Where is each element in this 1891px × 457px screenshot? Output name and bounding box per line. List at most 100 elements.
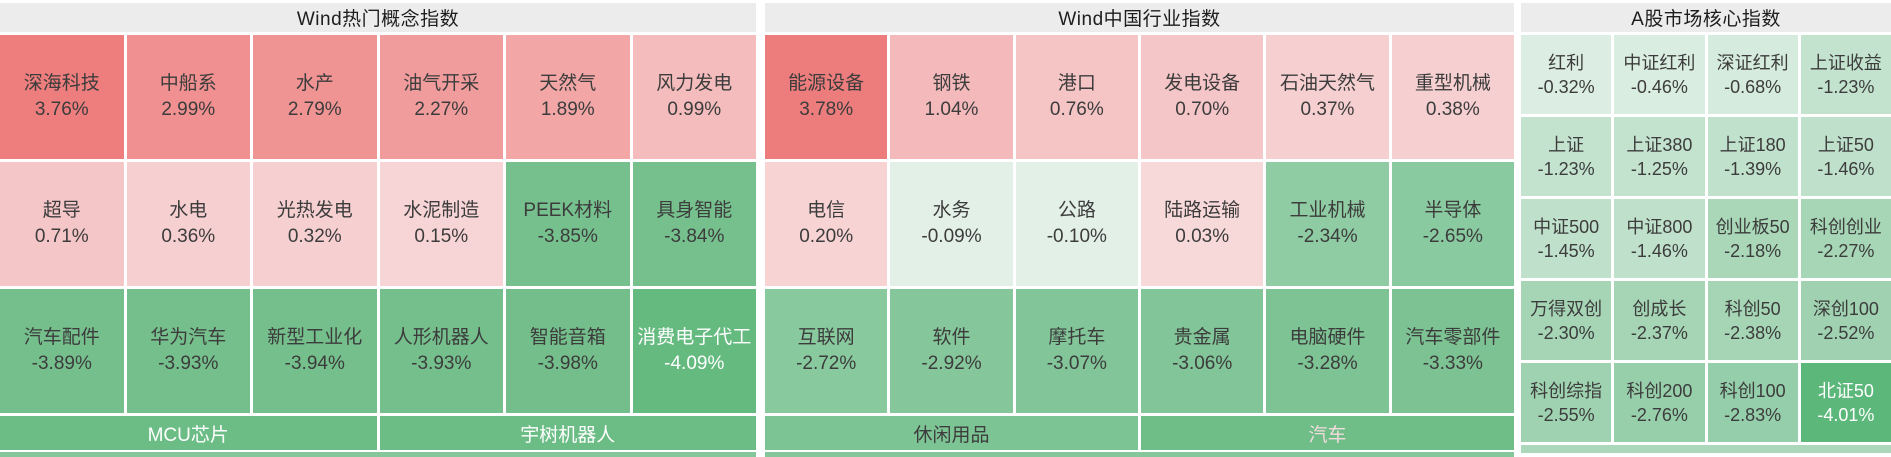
cell-name: 人形机器人 [393,327,489,348]
heatmap-cell[interactable]: 软件 -2.92% [890,289,1013,413]
footer-sector-cell[interactable]: 休闲用品 [765,416,1138,450]
heatmap-cell[interactable]: 半导体 -2.65% [1391,162,1514,286]
heatmap-cell[interactable]: 上证180 -1.39% [1707,117,1798,196]
cell-name: 深创100 [1812,298,1879,319]
heatmap-cell[interactable]: 科创200 -2.76% [1614,363,1705,442]
cell-value: -3.89% [31,353,92,374]
heatmap-cell[interactable]: 上证收益 -1.23% [1800,35,1891,114]
cell-name: 上证380 [1626,134,1693,155]
heatmap-cell[interactable]: 水务 -0.09% [890,162,1013,286]
heatmap-cell[interactable]: 超导 0.71% [0,162,124,286]
cell-name: 华为汽车 [150,327,227,348]
heatmap-cell[interactable]: 电脑硬件 -3.28% [1266,289,1389,413]
heatmap-cell[interactable]: 科创综指 -2.55% [1521,363,1612,442]
heatmap-cell[interactable]: 贵金属 -3.06% [1141,289,1264,413]
heatmap-cell[interactable]: 风力发电 0.99% [632,35,756,159]
heatmap-cell[interactable]: 中证800 -1.46% [1614,199,1705,278]
footer-sector-cell[interactable]: 汽车 [1141,416,1514,450]
heatmap-cell[interactable]: 科创创业 -2.27% [1800,199,1891,278]
cell-name: 中证红利 [1623,52,1696,73]
heatmap-cell[interactable]: 创成长 -2.37% [1614,281,1705,360]
heatmap-cell[interactable]: 深海科技 3.76% [0,35,124,159]
heatmap-cell[interactable]: 中证500 -1.45% [1521,199,1612,278]
heatmap-cell[interactable]: 油气开采 2.27% [379,35,503,159]
cell-name: 摩托车 [1048,327,1106,348]
heatmap-cell[interactable]: 电信 0.20% [765,162,888,286]
heatmap-cell[interactable]: 人形机器人 -3.93% [379,289,503,413]
cell-value: -1.23% [1537,158,1595,179]
cell-name: 智能音箱 [529,327,606,348]
cell-name: 油气开采 [403,73,480,94]
cell-name: 风力发电 [656,73,733,94]
cell-name: 电脑硬件 [1289,327,1366,348]
cell-name: 互联网 [797,327,855,348]
heatmap-cell[interactable]: 水产 2.79% [253,35,377,159]
heatmap-cell[interactable]: 智能音箱 -3.98% [506,289,630,413]
footer-sector-cell[interactable]: 宇树机器人 [379,416,756,450]
cell-name: 公路 [1057,200,1096,221]
cell-value: -2.65% [1422,226,1483,247]
footer-sector-cell[interactable]: MCU芯片 [0,416,377,450]
heatmap-cell[interactable]: 深创100 -2.52% [1800,281,1891,360]
heatmap-cell[interactable]: 重型机械 0.38% [1391,35,1514,159]
heatmap-cell[interactable]: 上证 -1.23% [1521,117,1612,196]
heatmap-cell[interactable]: 万得双创 -2.30% [1521,281,1612,360]
heatmap-cell[interactable]: 光热发电 0.32% [253,162,377,286]
heatmap-cell[interactable]: 上证50 -1.46% [1800,117,1891,196]
heatmap-cell[interactable]: 钢铁 1.04% [890,35,1013,159]
heatmap-cell[interactable]: 能源设备 3.78% [765,35,888,159]
cell-value: -1.23% [1817,76,1875,97]
cell-name: 电信 [807,200,846,221]
cell-value: 0.70% [1175,99,1230,120]
heatmap-cell[interactable]: 消费电子代工 -4.09% [632,289,756,413]
cell-name: 港口 [1057,73,1096,94]
heatmap-cell[interactable]: 红利 -0.32% [1521,35,1612,114]
heatmap-cell[interactable]: 新型工业化 -3.94% [253,289,377,413]
heatmap-cell[interactable]: 科创50 -2.38% [1707,281,1798,360]
heatmap-cell[interactable]: 港口 0.76% [1015,35,1138,159]
heatmap-cell[interactable]: 中证红利 -0.46% [1614,35,1705,114]
cell-value: 0.32% [287,226,342,247]
cell-name: 上证180 [1719,134,1786,155]
heatmap-cell[interactable]: 水电 0.36% [126,162,250,286]
heatmap-cell[interactable]: 陆路运输 0.03% [1141,162,1264,286]
cell-value: -3.94% [284,353,345,374]
cell-value: -2.38% [1724,322,1782,343]
heatmap-cell[interactable]: 公路 -0.10% [1015,162,1138,286]
cell-name: 天然气 [539,73,597,94]
cell-name: 贵金属 [1173,327,1231,348]
heatmap-cell[interactable]: 深证红利 -0.68% [1707,35,1798,114]
cell-value: 0.38% [1425,99,1480,120]
cell-name: 科创100 [1719,380,1786,401]
heatmap-grid: 能源设备 3.78% 钢铁 1.04% 港口 0.76% 发电设备 0.70% 石油天然… [765,35,1514,413]
cell-name: 石油天然气 [1279,73,1375,94]
heatmap-cell[interactable]: 创业板50 -2.18% [1707,199,1798,278]
cell-name: 上证50 [1817,134,1874,155]
cell-value: -4.09% [664,353,725,374]
cell-value: -2.55% [1537,404,1595,425]
heatmap-cell[interactable]: 科创100 -2.83% [1707,363,1798,442]
cell-value: 0.03% [1175,226,1230,247]
footer-sector-row: 休闲用品 汽车 [765,416,1514,450]
panel-wind-hot-concept-index: Wind热门概念指数 深海科技 3.76% 中船系 2.99% 水产 2.79% 油气… [0,3,756,457]
heatmap-cell[interactable]: 天然气 1.89% [506,35,630,159]
heatmap-cell[interactable]: 具身智能 -3.84% [632,162,756,286]
cell-name: 万得双创 [1530,298,1603,319]
heatmap-cell[interactable]: 互联网 -2.72% [765,289,888,413]
heatmap-cell[interactable]: 水泥制造 0.15% [379,162,503,286]
cell-name: 发电设备 [1164,73,1241,94]
heatmap-cell[interactable]: 发电设备 0.70% [1141,35,1264,159]
heatmap-cell[interactable]: PEEK材料 -3.85% [506,162,630,286]
heatmap-cell[interactable]: 石油天然气 0.37% [1266,35,1389,159]
heatmap-cell[interactable]: 中船系 2.99% [126,35,250,159]
cell-name: 水泥制造 [403,200,480,221]
heatmap-cell[interactable]: 工业机械 -2.34% [1266,162,1389,286]
heatmap-cell[interactable]: 汽车配件 -3.89% [0,289,124,413]
heatmap-cell[interactable]: 北证50 -4.01% [1800,363,1891,442]
heatmap-cell[interactable]: 上证380 -1.25% [1614,117,1705,196]
cell-value: -0.10% [1046,226,1107,247]
cell-name: 科创创业 [1809,216,1882,237]
heatmap-cell[interactable]: 华为汽车 -3.93% [126,289,250,413]
heatmap-cell[interactable]: 摩托车 -3.07% [1015,289,1138,413]
heatmap-cell[interactable]: 汽车零部件 -3.33% [1391,289,1514,413]
